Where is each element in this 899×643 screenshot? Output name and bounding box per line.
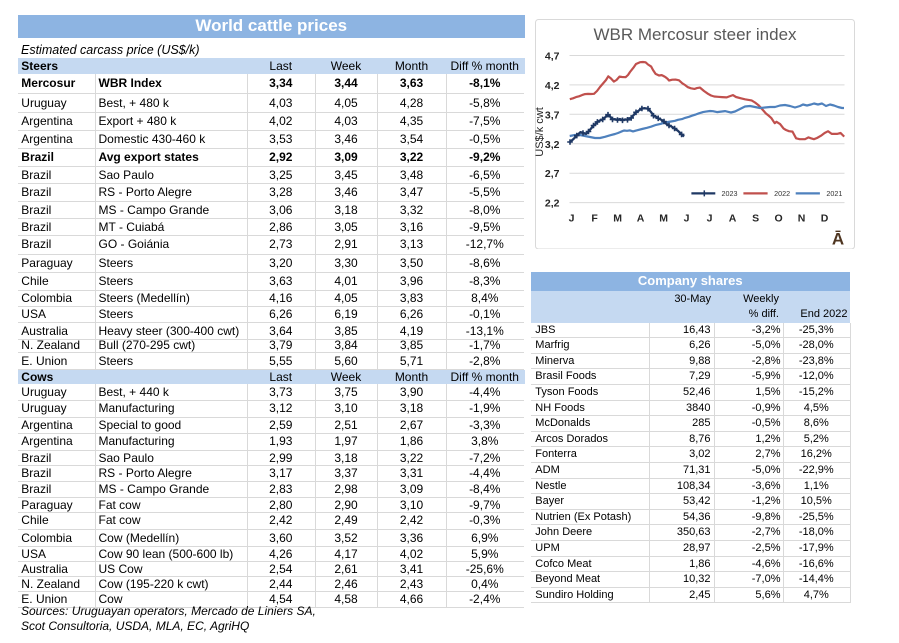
svg-text:2,2: 2,2: [545, 197, 560, 209]
svg-text:A: A: [729, 212, 737, 224]
svg-text:O: O: [775, 212, 783, 224]
svg-text:S: S: [752, 212, 759, 224]
svg-text:2,7: 2,7: [545, 168, 560, 180]
svg-text:2021: 2021: [826, 189, 842, 198]
svg-text:Ā: Ā: [832, 229, 844, 248]
svg-text:F: F: [591, 212, 598, 224]
svg-text:D: D: [821, 212, 829, 224]
svg-text:US$/k cwt: US$/k cwt: [535, 107, 546, 157]
svg-text:4,7: 4,7: [545, 50, 560, 62]
svg-text:J: J: [569, 212, 575, 224]
svg-text:N: N: [798, 212, 806, 224]
svg-text:3,7: 3,7: [545, 109, 560, 121]
svg-text:A: A: [637, 212, 645, 224]
svg-text:2022: 2022: [774, 189, 790, 198]
svg-text:4,2: 4,2: [545, 79, 560, 91]
svg-text:3,2: 3,2: [545, 138, 560, 150]
svg-text:J: J: [707, 212, 713, 224]
svg-text:M: M: [613, 212, 622, 224]
svg-text:J: J: [684, 212, 690, 224]
svg-text:2023: 2023: [722, 189, 738, 198]
svg-text:WBR Mercosur steer index: WBR Mercosur steer index: [593, 25, 797, 44]
svg-text:M: M: [659, 212, 668, 224]
